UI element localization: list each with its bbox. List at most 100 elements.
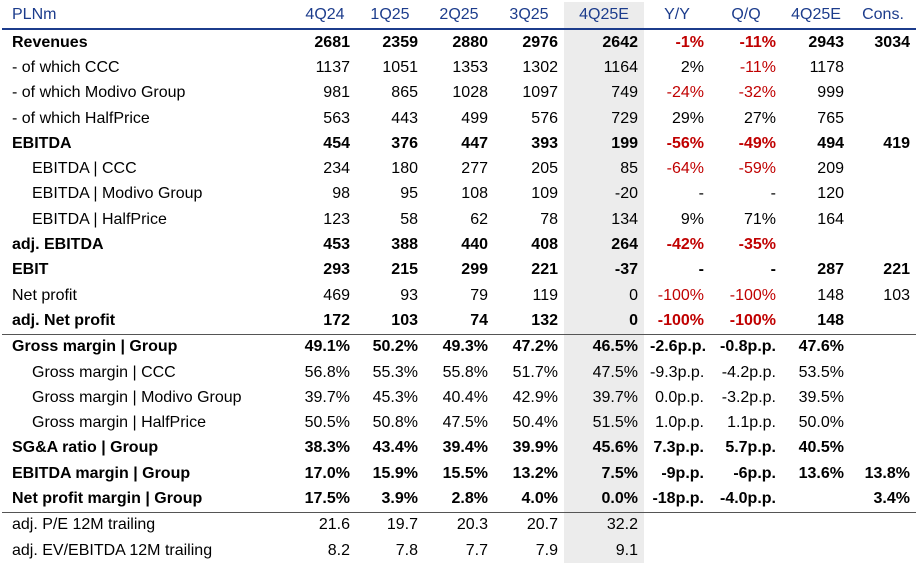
value-cell: 1137 [315,58,350,76]
value-cell: -59% [738,160,776,178]
value-cell: 148 [817,286,844,304]
header-cell: 4Q24 [294,2,356,30]
value-cell: 172 [323,311,350,329]
value-cell: 98 [332,185,350,203]
value-cell: 78 [540,210,558,228]
value-cell: 1353 [452,58,488,76]
value-cell: 13.6% [798,464,844,482]
row-label: adj. Net profit [12,311,116,329]
table-row: Gross margin | Modivo Group 39.7% 45.3% 40.… [2,385,916,411]
row-label: Net profit [12,286,77,304]
row-label: adj. EBITDA [12,236,104,254]
value-cell: 729 [564,105,644,132]
value-cell: 1164 [564,55,644,81]
value-cell: -9p.p. [661,464,704,482]
header-cell: Y/Y [644,2,710,30]
value-cell: 42.9% [512,388,558,406]
value-cell: 58 [400,210,418,228]
value-cell: 56.8% [304,363,350,381]
table-row: EBITDA | HalfPrice 123 58 62 78 134 9% 71% 164 [2,207,916,233]
empty-cell [782,486,850,512]
value-cell: -64% [666,160,704,178]
value-cell: -32% [738,84,776,102]
row-label: adj. EV/EBITDA 12M trailing [12,541,213,559]
row-label: Gross margin | Modivo Group [32,388,242,406]
value-cell: 103 [391,311,418,329]
value-cell: 454 [323,134,350,152]
value-cell: 108 [461,185,488,203]
empty-cell [710,538,782,563]
value-cell: 15.5% [442,464,488,482]
empty-cell [782,538,850,563]
value-cell: 234 [323,160,350,178]
value-cell: 51.7% [512,363,558,381]
value-cell: 447 [461,134,488,152]
value-cell: 1028 [452,84,488,102]
empty-cell [850,511,916,538]
value-cell: 469 [323,286,350,304]
table-row: - of which HalfPrice 563 443 499 576 729 29% 27… [2,105,916,132]
value-cell: 221 [883,261,910,279]
row-label: EBITDA | Modivo Group [32,185,203,203]
value-cell: -9.3p.p. [650,363,705,381]
value-cell: 453 [323,236,350,254]
value-cell: -4.0p.p. [719,489,776,507]
table-row: Net profit 469 93 79 119 0 -100% -100% 148 103 [2,282,916,309]
table-row: adj. EBITDA 453 388 440 408 264 -42% -35% [2,232,916,258]
value-cell: 7.8 [395,541,418,559]
table-row: Gross margin | CCC 56.8% 55.3% 55.8% 51.7% 47… [2,359,916,386]
value-cell: 3.4% [873,489,910,507]
value-cell: 19.7 [356,511,424,538]
value-cell: 264 [564,232,644,258]
value-cell: 3034 [874,33,910,51]
value-cell: -42% [666,236,704,254]
value-cell: 981 [323,84,350,102]
row-label: Gross margin | Group [2,333,294,360]
value-cell: 0 [564,308,644,335]
value-cell: 7.3p.p. [653,439,704,457]
empty-cell [850,207,916,232]
value-cell: 74 [470,311,488,329]
value-cell: -24% [666,84,704,102]
value-cell: 39.5% [798,388,844,406]
value-cell: 1051 [382,58,418,76]
empty-cell [850,410,916,435]
value-cell: 576 [531,109,558,127]
value-cell: 50.0% [798,414,844,432]
value-cell: -4.2p.p. [721,363,776,381]
value-cell: 563 [323,109,350,127]
empty-cell [782,511,850,538]
table-row: - of which Modivo Group 981 865 1028 1097 749… [2,80,916,106]
value-cell: 3.9% [381,489,418,507]
header-cell: 2Q25 [424,2,494,30]
value-cell: 494 [817,134,844,152]
value-cell: -35% [738,236,776,254]
value-cell: 120 [817,185,844,203]
value-cell: 132 [531,311,558,329]
row-label: - of which HalfPrice [12,109,150,127]
value-cell: 17.5% [304,489,350,507]
value-cell: 0.0p.p. [655,388,704,406]
empty-cell [850,385,916,410]
value-cell: 2976 [522,33,558,51]
table-row: adj. Net profit 172 103 74 132 0 -100% -100% 148 [2,308,916,335]
empty-cell [850,106,916,131]
value-cell: 62 [470,210,488,228]
empty-cell [710,511,782,538]
value-cell: -100% [729,311,776,329]
value-cell: 2880 [452,33,488,51]
value-cell: 2% [680,58,704,76]
table-row: Gross margin | Group 49.1% 50.2% 49.3% 47.2%… [2,333,916,360]
value-cell: 85 [564,156,644,182]
value-cell: 39.7% [564,385,644,411]
empty-cell [644,538,710,563]
value-cell: 2943 [808,33,844,51]
row-label: EBITDA [12,134,72,152]
value-cell: 9% [680,210,704,228]
value-cell: 148 [817,311,844,329]
value-cell: 46.5% [564,333,644,360]
value-cell: 1.1p.p. [727,414,776,432]
empty-cell [850,360,916,385]
